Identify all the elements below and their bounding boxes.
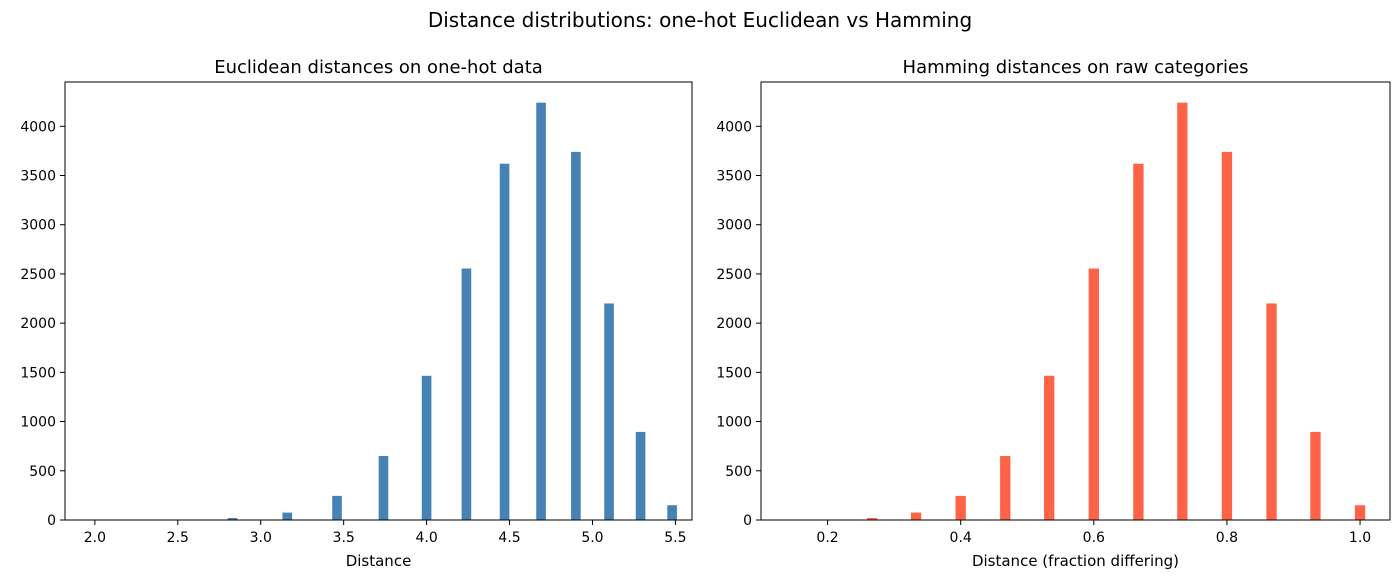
euclidean-y-tick-label: 500 <box>29 464 56 480</box>
hamming-x-tick-label: 1.0 <box>1349 530 1371 546</box>
hamming-x-tick-label: 0.6 <box>1083 530 1105 546</box>
hamming-y-tick-label: 4000 <box>716 119 752 135</box>
euclidean-x-tick-label: 5.0 <box>581 530 603 546</box>
euclidean-histogram-bar <box>499 163 510 520</box>
euclidean-histogram-bar <box>282 512 293 520</box>
figure-suptitle: Distance distributions: one-hot Euclidea… <box>428 8 972 32</box>
euclidean-plot-frame <box>64 81 693 521</box>
euclidean-axes: 2.0 2.5 3.0 3.5 4.0 4.5 5.0 5.5 0 500 1000 1500 2000… <box>20 119 686 546</box>
euclidean-x-tick-label: 3.5 <box>333 530 355 546</box>
euclidean-histogram-bar <box>461 268 472 520</box>
hamming-axes: 0.2 0.4 0.6 0.8 1.0 0 500 1000 1500 2000 2500 3000 3… <box>716 119 1371 546</box>
euclidean-y-tick-label: 2000 <box>20 316 56 332</box>
euclidean-y-tick-label: 2500 <box>20 267 56 283</box>
euclidean-y-tick-label: 4000 <box>20 119 56 135</box>
hamming-y-tick-label: 3500 <box>716 169 752 185</box>
euclidean-histogram-bar <box>604 303 614 520</box>
euclidean-bars <box>90 102 677 520</box>
hamming-histogram-bar <box>1221 151 1233 520</box>
hamming-x-tick-label: 0.8 <box>1216 530 1238 546</box>
euclidean-y-tick-label: 1000 <box>20 415 56 431</box>
euclidean-y-tick-label: 1500 <box>20 365 56 381</box>
euclidean-histogram-bar <box>227 518 238 520</box>
euclidean-histogram-bar <box>378 456 389 520</box>
euclidean-histogram-bar <box>421 375 432 520</box>
euclidean-panel-title: Euclidean distances on one-hot data <box>214 57 543 78</box>
euclidean-histogram-bar <box>667 505 677 520</box>
hamming-y-tick-label: 2000 <box>716 316 752 332</box>
hamming-x-tick-label: 0.4 <box>950 530 972 546</box>
hamming-x-axis-label: Distance (fraction differing) <box>972 552 1179 570</box>
euclidean-y-tick-label: 3000 <box>20 218 56 234</box>
euclidean-histogram-bar <box>536 102 546 520</box>
hamming-y-tick-label: 0 <box>743 513 752 529</box>
hamming-x-tick-label: 0.2 <box>816 530 838 546</box>
hamming-y-tick-label: 1000 <box>716 415 752 431</box>
euclidean-x-axis-label: Distance <box>346 552 412 570</box>
euclidean-histogram-bar <box>332 495 342 520</box>
euclidean-y-tick-label: 0 <box>47 513 56 529</box>
euclidean-x-tick-label: 4.5 <box>498 530 520 546</box>
hamming-histogram-bar <box>910 512 922 520</box>
hamming-histogram-bar <box>1310 431 1321 520</box>
hamming-histogram-bar <box>1266 303 1277 520</box>
hamming-y-tick-label: 500 <box>725 464 752 480</box>
hamming-histogram-panel: Hamming distances on raw categories 0.2 0… <box>716 57 1391 570</box>
hamming-histogram-bar <box>1000 456 1011 520</box>
euclidean-x-tick-label: 3.0 <box>250 530 272 546</box>
euclidean-x-tick-label: 4.0 <box>415 530 437 546</box>
hamming-y-tick-label: 2500 <box>716 267 752 283</box>
hamming-histogram-bar <box>866 518 878 520</box>
hamming-histogram-bar <box>1354 505 1366 520</box>
euclidean-histogram-bar <box>571 151 581 520</box>
hamming-y-tick-label: 1500 <box>716 365 752 381</box>
euclidean-x-tick-label: 5.5 <box>664 530 686 546</box>
hamming-histogram-bar <box>1133 163 1144 520</box>
euclidean-histogram-panel: Euclidean distances on one-hot data 2.0 2… <box>20 57 693 570</box>
hamming-panel-title: Hamming distances on raw categories <box>903 57 1249 78</box>
hamming-histogram-bar <box>955 495 966 520</box>
hamming-plot-frame <box>760 81 1391 521</box>
euclidean-y-tick-label: 3500 <box>20 169 56 185</box>
hamming-histogram-bar <box>1088 268 1099 520</box>
hamming-bars <box>777 102 1366 520</box>
hamming-y-tick-label: 3000 <box>716 218 752 234</box>
euclidean-histogram-bar <box>635 431 646 520</box>
euclidean-x-tick-label: 2.5 <box>167 530 189 546</box>
hamming-histogram-bar <box>1177 102 1188 520</box>
euclidean-x-tick-label: 2.0 <box>84 530 106 546</box>
hamming-histogram-bar <box>1044 375 1055 520</box>
